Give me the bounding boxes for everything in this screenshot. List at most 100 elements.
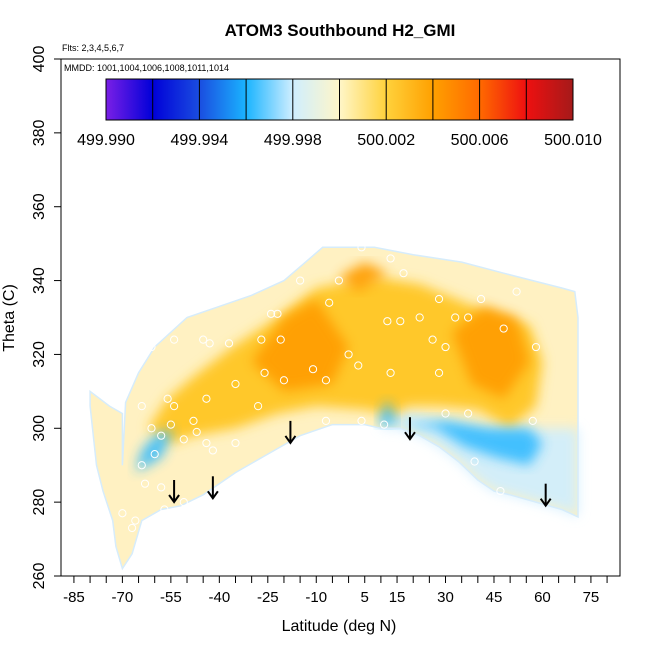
observation-point: [208, 446, 217, 455]
y-tick-label: 400: [31, 46, 48, 73]
observation-point: [434, 368, 444, 377]
colorbar-label: 499.990: [77, 132, 135, 149]
observation-point: [357, 416, 366, 425]
arrow-head: [539, 498, 552, 508]
observation-point: [169, 402, 179, 411]
observation-point: [160, 505, 169, 514]
y-tick-label: 340: [31, 267, 48, 294]
observation-point: [399, 269, 408, 278]
observation-point: [179, 435, 188, 444]
y-tick-label: 260: [31, 563, 48, 590]
colorbar-labels: 499.990 499.994 499.998 500.002 500.006 500.0…: [77, 132, 602, 149]
chart-title: ATOM3 Southbound H2_GMI: [225, 21, 456, 40]
observation-point: [224, 339, 234, 348]
observation-point: [441, 409, 450, 418]
arrow-marker: [539, 483, 552, 508]
observation-point: [496, 486, 505, 496]
observation-point: [415, 313, 424, 322]
observation-point: [192, 427, 201, 437]
colorbar-label: 500.002: [357, 132, 415, 149]
observation-point: [266, 309, 276, 318]
observation-point: [150, 450, 159, 459]
observation-point: [386, 368, 395, 377]
y-tick-label: 320: [31, 341, 48, 368]
y-tick-label: 300: [31, 415, 48, 442]
x-axis-label: Latitude (deg N): [282, 618, 397, 635]
observation-point: [512, 287, 521, 296]
y-tick-label: 280: [31, 489, 48, 516]
x-tick-label: 15: [389, 589, 406, 606]
observation-point: [179, 498, 188, 507]
x-tick-label: -85: [63, 589, 85, 606]
x-axis: -85 -70 -55 -40 -25 -10 5 15 30 45 60 75: [63, 576, 608, 606]
observation-point: [118, 509, 127, 518]
observation-point: [464, 409, 473, 418]
observation-point: [273, 309, 282, 318]
observation-point: [257, 335, 266, 344]
observation-point: [396, 317, 405, 326]
observation-point: [189, 416, 198, 425]
arrow-head: [168, 494, 180, 504]
observation-point: [428, 335, 437, 344]
observation-point: [334, 276, 343, 285]
observation-point: [354, 361, 363, 370]
colorbar: 499.990 499.994 499.998 500.002 500.006 500.0…: [77, 78, 602, 149]
y-tick-label: 360: [31, 193, 48, 220]
arrow-marker: [404, 417, 416, 441]
observation-point: [231, 438, 240, 448]
colorbar-label: 499.998: [264, 132, 322, 149]
observation-point: [321, 416, 331, 425]
observation-point: [205, 339, 214, 348]
y-axis: 260 280 300 320 340 360 380 400: [31, 46, 61, 590]
field-high-region: [452, 306, 530, 399]
plot-frame: [60, 58, 621, 577]
observation-point: [202, 394, 211, 403]
arrow-marker: [207, 476, 219, 501]
observation-point: [451, 313, 460, 322]
observation-point: [386, 254, 395, 263]
observation-point: [434, 294, 444, 304]
observation-point: [147, 424, 156, 433]
x-tick-label: -10: [305, 589, 327, 606]
x-tick-label: 30: [437, 589, 454, 606]
x-tick-label: -70: [112, 589, 134, 606]
observation-point: [140, 479, 150, 488]
field-high-region: [251, 299, 349, 392]
colorbar-label: 500.006: [451, 132, 509, 149]
observation-point: [137, 402, 146, 411]
observation-point: [325, 298, 334, 307]
field-low-region: [377, 398, 397, 425]
observation-point: [531, 342, 541, 352]
field-outline: [89, 246, 579, 571]
field-low-region: [400, 420, 543, 466]
observation-point: [199, 335, 208, 344]
field-high-region: [338, 262, 388, 292]
colorbar-label: 500.010: [544, 132, 602, 149]
observation-point: [441, 342, 450, 352]
observation-point: [357, 243, 366, 252]
observation-point: [380, 420, 389, 429]
dates-subtitle: MMDD: 1001,1004,1006,1008,1011,1014: [64, 63, 229, 73]
y-axis-label: Theta (C): [1, 284, 18, 352]
observation-point: [137, 461, 146, 470]
colorbar-label: 499.994: [170, 132, 228, 149]
x-tick-label: 75: [583, 589, 600, 606]
x-tick-label: -25: [257, 589, 279, 606]
observation-point: [528, 416, 537, 425]
field-core: [148, 276, 543, 444]
y-tick-label: 380: [31, 119, 48, 146]
observation-point: [131, 516, 140, 525]
data-layer: [89, 243, 579, 571]
observation-point: [157, 431, 166, 440]
x-tick-label: 60: [534, 589, 551, 606]
observation-point: [296, 276, 305, 285]
observation-point: [383, 317, 392, 326]
x-tick-label: -55: [160, 589, 182, 606]
observation-point: [499, 324, 508, 333]
observation-point: [470, 457, 479, 466]
colorbar-ticks: [152, 79, 527, 120]
observation-point: [169, 335, 179, 344]
observation-point: [166, 420, 175, 429]
observation-point: [163, 394, 172, 403]
